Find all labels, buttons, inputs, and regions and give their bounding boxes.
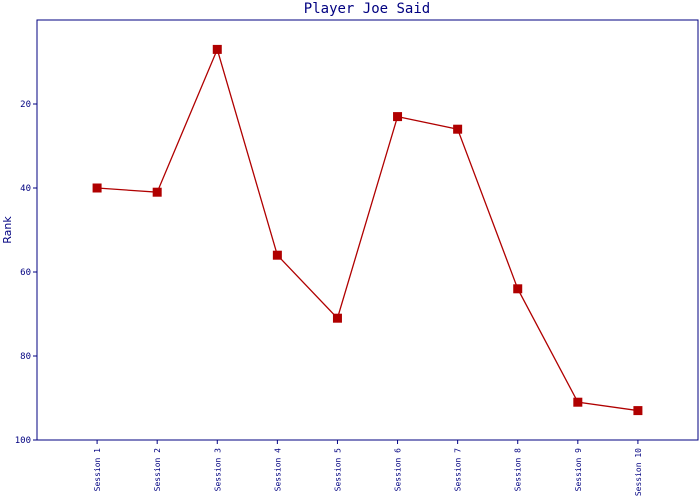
data-point	[573, 397, 583, 407]
y-tick-label: 40	[20, 184, 31, 194]
x-tick-label: Session 1	[93, 448, 102, 492]
x-tick-label: Session 6	[394, 448, 403, 492]
x-tick-label: Session 8	[514, 448, 523, 492]
y-tick-label: 80	[20, 352, 31, 362]
x-tick-label: Session 7	[454, 448, 463, 492]
data-point	[212, 44, 222, 54]
y-tick-label: 100	[15, 436, 31, 446]
x-tick-label: Session 9	[574, 448, 583, 492]
data-point	[393, 112, 403, 122]
x-tick-label: Session 10	[634, 448, 643, 496]
plot-frame	[36, 19, 699, 441]
x-tick-label: Session 2	[153, 448, 162, 492]
data-point	[272, 250, 282, 260]
data-point	[633, 406, 643, 416]
y-tick-label: 20	[20, 100, 31, 110]
data-point	[92, 183, 102, 193]
y-axis-label: Rank	[1, 216, 14, 244]
data-line	[97, 47, 638, 412]
y-tick-label: 60	[20, 268, 31, 278]
data-point	[453, 124, 463, 134]
x-tick-label: Session 5	[333, 448, 342, 492]
x-tick-label: Session 3	[213, 448, 222, 492]
x-tick-label: Session 4	[273, 448, 282, 492]
chart-title: Player Joe Said	[304, 1, 430, 17]
data-point	[332, 313, 342, 323]
data-point	[152, 187, 162, 197]
data-point	[513, 284, 523, 294]
